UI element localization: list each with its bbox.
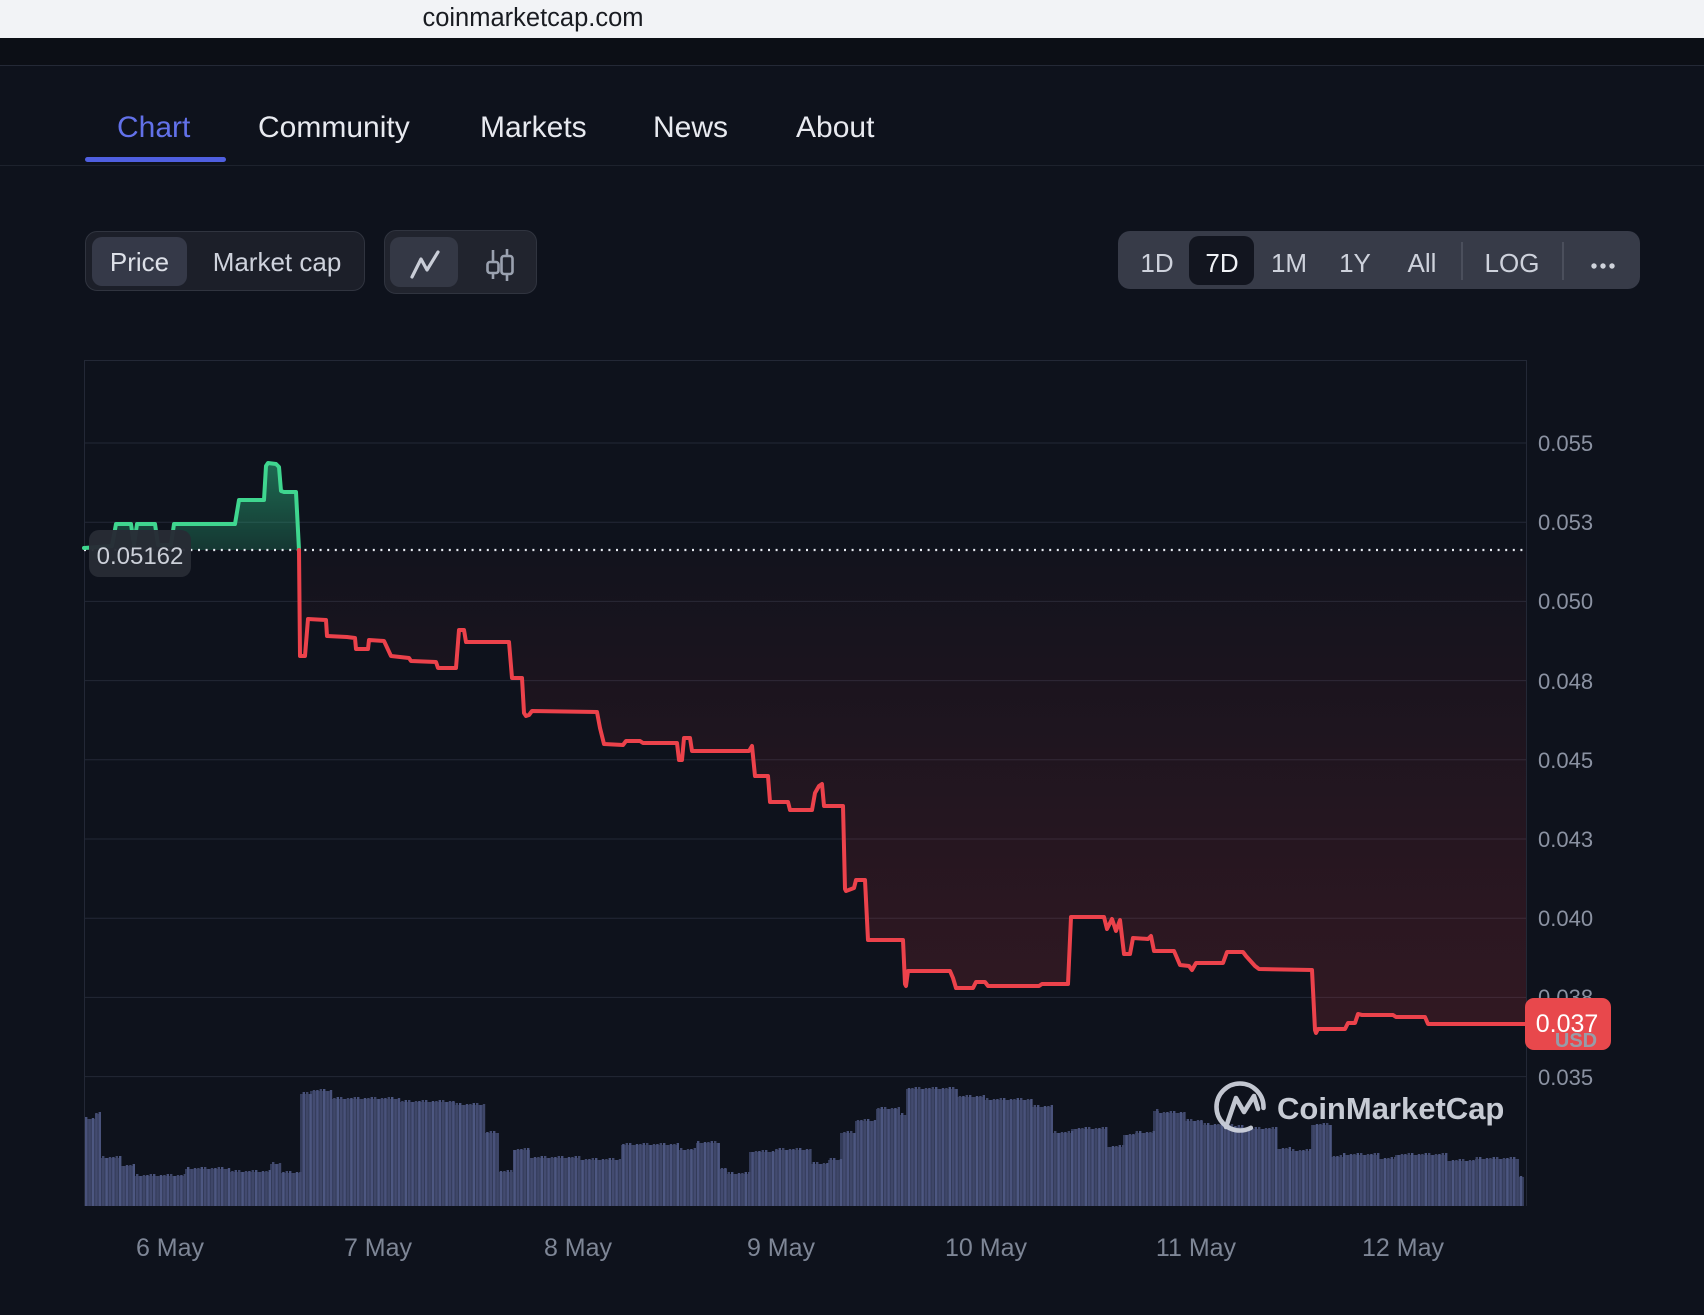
- svg-text:0.045: 0.045: [1538, 748, 1593, 773]
- svg-text:USD: USD: [1555, 1030, 1597, 1052]
- svg-text:12 May: 12 May: [1362, 1234, 1444, 1262]
- svg-text:0.043: 0.043: [1538, 827, 1593, 852]
- svg-text:CoinMarketCap: CoinMarketCap: [1277, 1091, 1504, 1126]
- svg-text:0.035: 0.035: [1538, 1065, 1593, 1090]
- svg-text:6 May: 6 May: [136, 1234, 205, 1262]
- svg-text:0.048: 0.048: [1538, 669, 1593, 694]
- svg-text:0.040: 0.040: [1538, 906, 1593, 931]
- svg-text:10 May: 10 May: [945, 1234, 1027, 1262]
- svg-text:11 May: 11 May: [1156, 1234, 1237, 1262]
- svg-text:0.050: 0.050: [1538, 589, 1593, 614]
- svg-text:0.055: 0.055: [1538, 431, 1593, 456]
- svg-text:7 May: 7 May: [344, 1234, 413, 1262]
- svg-text:9 May: 9 May: [747, 1234, 816, 1262]
- svg-text:0.037: 0.037: [1536, 1010, 1599, 1038]
- svg-text:0.05162: 0.05162: [97, 543, 184, 570]
- svg-text:8 May: 8 May: [544, 1234, 613, 1262]
- svg-text:0.053: 0.053: [1538, 510, 1593, 535]
